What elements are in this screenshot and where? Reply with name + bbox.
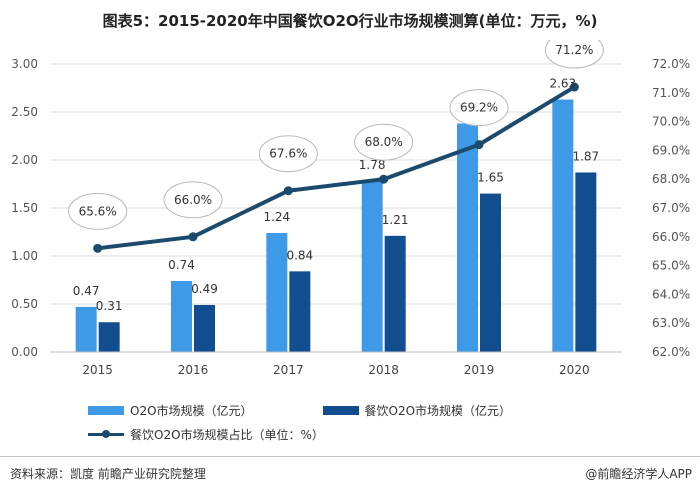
x-tick-label: 2020 <box>559 363 590 377</box>
bar-o2o <box>361 181 383 352</box>
data-label-o2o: 1.78 <box>359 158 386 172</box>
y-tick-label-right: 63.0% <box>652 316 690 330</box>
data-label-o2o: 1.24 <box>263 210 290 224</box>
y-tick-label-right: 68.0% <box>652 172 690 186</box>
x-tick-label: 2017 <box>273 363 304 377</box>
bar-catering-o2o <box>98 322 120 352</box>
y-tick-label-right: 62.0% <box>652 345 690 359</box>
data-label-o2o: 0.74 <box>168 258 195 272</box>
legend-swatch-o2o <box>88 405 124 415</box>
legend-item-o2o: O2O市场规模（亿元） <box>88 402 253 419</box>
y-tick-label-left: 2.00 <box>11 153 38 167</box>
bar-catering-o2o <box>480 193 501 352</box>
chart-plot: 0.470.310.740.491.240.841.781.212.381.65… <box>11 40 690 377</box>
y-tick-label-right: 67.0% <box>652 201 690 215</box>
bar-o2o <box>171 280 192 352</box>
bar-o2o <box>266 232 288 352</box>
y-tick-label-right: 66.0% <box>652 230 690 244</box>
legend-label-o2o: O2O市场规模（亿元） <box>130 403 253 418</box>
chart-title: 图表5：2015-2020年中国餐饮O2O行业市场规模测算(单位：万元，%) <box>102 12 598 30</box>
data-label-o2o: 0.47 <box>73 284 100 298</box>
point-share <box>474 140 484 150</box>
point-share <box>569 82 579 92</box>
data-label-share: 66.0% <box>174 193 212 207</box>
callout-share <box>258 135 318 173</box>
data-label-share: 67.6% <box>269 147 307 161</box>
data-label-catering-o2o: 0.84 <box>286 248 313 262</box>
y-tick-label-left: 1.00 <box>11 249 38 263</box>
data-label-catering-o2o: 1.87 <box>572 149 599 163</box>
y-tick-label-right: 72.0% <box>652 57 690 71</box>
line-share <box>97 85 576 251</box>
bar-o2o <box>75 306 97 352</box>
brand-credit: @前瞻经济学人APP <box>585 467 692 481</box>
data-label-catering-o2o: 1.21 <box>382 213 409 227</box>
x-tick-label: 2018 <box>368 363 399 377</box>
callout-share <box>544 40 604 69</box>
y-tick-label-right: 71.0% <box>652 86 690 100</box>
point-share <box>188 232 198 242</box>
callout-share <box>354 123 414 161</box>
y-tick-label-right: 64.0% <box>652 287 690 301</box>
y-tick-label-right: 70.0% <box>652 115 690 129</box>
data-label-catering-o2o: 1.65 <box>477 171 504 185</box>
x-tick-label: 2016 <box>178 363 209 377</box>
data-label-catering-o2o: 0.49 <box>191 282 218 296</box>
y-tick-label-left: 0.00 <box>11 345 38 359</box>
x-tick-label: 2015 <box>82 363 113 377</box>
bar-catering-o2o <box>384 235 406 352</box>
legend-label-catering-o2o: 餐饮O2O市场规模（亿元） <box>364 403 512 418</box>
legend-swatch-catering-o2o <box>322 405 359 415</box>
data-label-share: 71.2% <box>555 43 593 57</box>
footer: 资料来源：凯度 前瞻产业研究院整理 @前瞻经济学人APP <box>0 456 700 493</box>
point-share <box>283 186 293 196</box>
y-tick-label-left: 1.50 <box>11 201 38 215</box>
data-label-share: 65.6% <box>79 204 117 218</box>
data-label-share: 69.2% <box>460 101 498 115</box>
point-share <box>379 174 389 184</box>
y-tick-label-left: 0.50 <box>11 297 38 311</box>
y-tick-label-left: 3.00 <box>11 57 38 71</box>
callout-share <box>163 181 223 219</box>
legend-label-share: 餐饮O2O市场规模占比（单位：%） <box>130 427 324 442</box>
source-note: 资料来源：凯度 前瞻产业研究院整理 <box>10 467 206 481</box>
legend-item-catering-o2o: 餐饮O2O市场规模（亿元） <box>322 402 512 419</box>
data-label-catering-o2o: 0.31 <box>96 299 123 313</box>
y-tick-label-right: 69.0% <box>652 143 690 157</box>
legend-item-share: 餐饮O2O市场规模占比（单位：%） <box>88 426 324 443</box>
data-label-share: 68.0% <box>365 135 403 149</box>
callout-share <box>68 192 128 230</box>
y-tick-label-right: 65.0% <box>652 259 690 273</box>
x-tick-label: 2019 <box>464 363 495 377</box>
bar-catering-o2o <box>194 304 215 352</box>
callout-share <box>449 89 509 127</box>
legend-swatch-share <box>88 429 124 439</box>
point-share <box>93 243 103 253</box>
bar-o2o <box>457 123 478 353</box>
chart-legend: O2O市场规模（亿元） 餐饮O2O市场规模（亿元） 餐饮O2O市场规模占比（单位… <box>88 398 581 446</box>
data-label-o2o: 2.63 <box>549 77 576 91</box>
bar-catering-o2o <box>289 271 311 352</box>
bar-catering-o2o <box>575 172 597 352</box>
bar-o2o <box>552 99 574 352</box>
y-tick-label-left: 2.50 <box>11 105 38 119</box>
